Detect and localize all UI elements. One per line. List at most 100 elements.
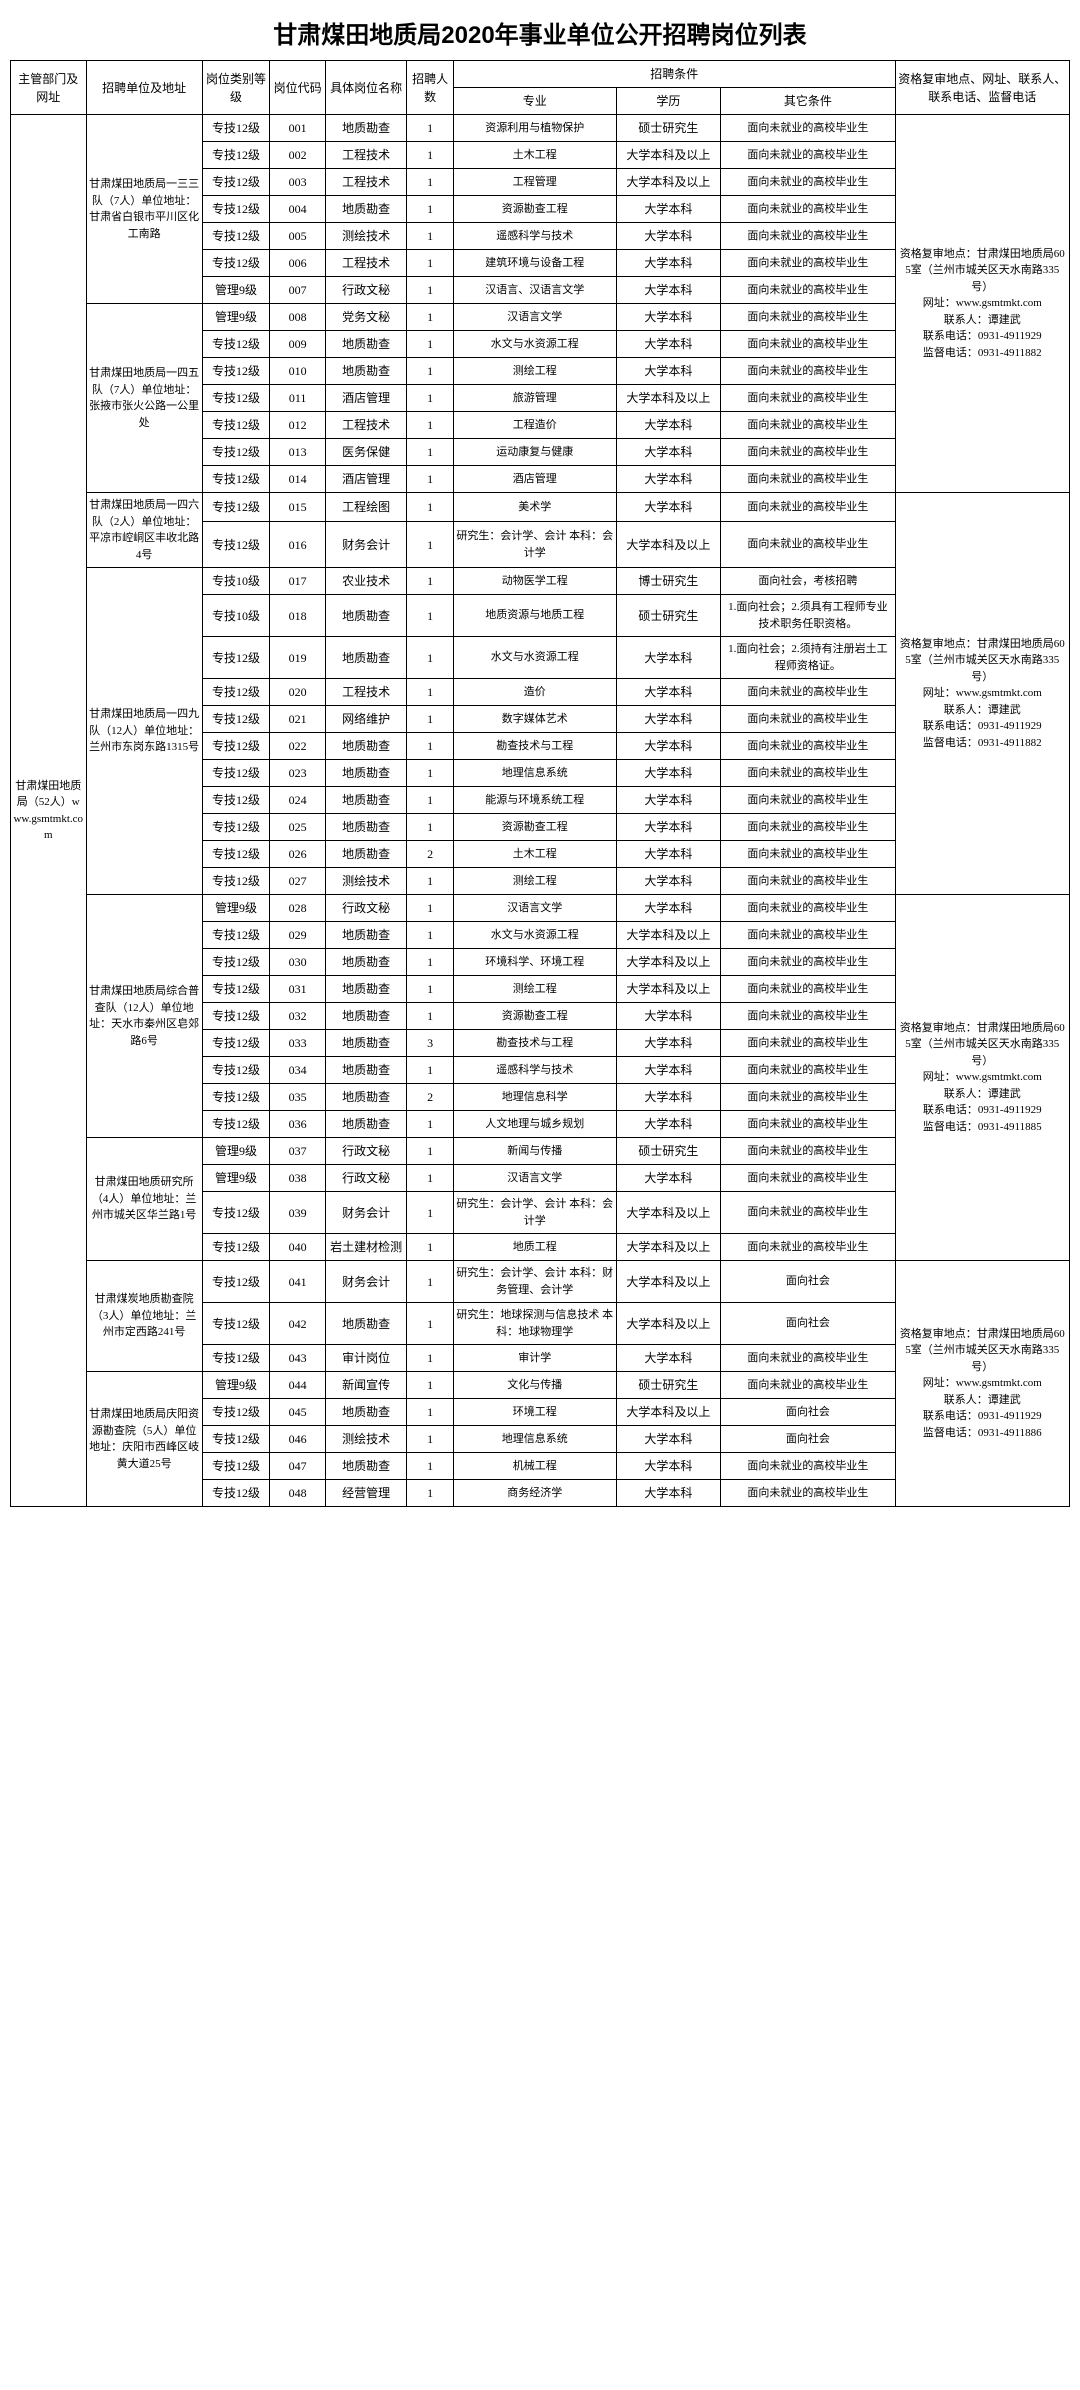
- data-cell: 041: [270, 1261, 326, 1303]
- data-cell: 测绘技术: [326, 223, 407, 250]
- unit-cell: 甘肃煤田地质局一四五队（7人）单位地址：张掖市张火公路一公里处: [86, 304, 202, 493]
- data-cell: 1: [407, 1303, 453, 1345]
- data-cell: 1: [407, 568, 453, 595]
- data-cell: 专技12级: [202, 331, 269, 358]
- data-cell: 1: [407, 115, 453, 142]
- data-cell: 水文与水资源工程: [453, 331, 616, 358]
- data-cell: 面向未就业的高校毕业生: [721, 976, 895, 1003]
- data-cell: 大学本科及以上: [616, 1234, 721, 1261]
- data-cell: 1: [407, 223, 453, 250]
- data-cell: 环境工程: [453, 1399, 616, 1426]
- data-cell: 地质勘查: [326, 787, 407, 814]
- data-cell: 硕士研究生: [616, 1372, 721, 1399]
- data-cell: 034: [270, 1057, 326, 1084]
- data-cell: 004: [270, 196, 326, 223]
- data-cell: 面向未就业的高校毕业生: [721, 814, 895, 841]
- data-cell: 地质勘查: [326, 637, 407, 679]
- data-cell: 面向未就业的高校毕业生: [721, 196, 895, 223]
- data-cell: 大学本科: [616, 1057, 721, 1084]
- data-cell: 1: [407, 466, 453, 493]
- data-cell: 地质勘查: [326, 733, 407, 760]
- data-cell: 党务文秘: [326, 304, 407, 331]
- th-major: 专业: [453, 88, 616, 115]
- data-cell: 地质勘查: [326, 976, 407, 1003]
- data-cell: 专技12级: [202, 637, 269, 679]
- data-cell: 专技10级: [202, 568, 269, 595]
- data-cell: 工程技术: [326, 250, 407, 277]
- data-cell: 面向未就业的高校毕业生: [721, 142, 895, 169]
- data-cell: 大学本科: [616, 868, 721, 895]
- data-cell: 专技12级: [202, 1480, 269, 1507]
- data-cell: 研究生：会计学、会计 本科：会计学: [453, 522, 616, 568]
- table-row: 甘肃煤炭地质勘查院（3人）单位地址：兰州市定西路241号专技12级041财务会计…: [11, 1261, 1070, 1303]
- data-cell: 大学本科: [616, 841, 721, 868]
- data-cell: 1: [407, 922, 453, 949]
- data-cell: 专技12级: [202, 223, 269, 250]
- data-cell: 研究生：地球探测与信息技术 本科：地球物理学: [453, 1303, 616, 1345]
- data-cell: 审计岗位: [326, 1345, 407, 1372]
- data-cell: 地质勘查: [326, 1084, 407, 1111]
- data-cell: 017: [270, 568, 326, 595]
- data-cell: 汉语言文学: [453, 1165, 616, 1192]
- data-cell: 测绘工程: [453, 976, 616, 1003]
- data-cell: 面向未就业的高校毕业生: [721, 493, 895, 522]
- data-cell: 商务经济学: [453, 1480, 616, 1507]
- data-cell: 机械工程: [453, 1453, 616, 1480]
- data-cell: 1: [407, 1165, 453, 1192]
- data-cell: 地质勘查: [326, 196, 407, 223]
- data-cell: 财务会计: [326, 1192, 407, 1234]
- data-cell: 面向社会: [721, 1399, 895, 1426]
- data-cell: 专技12级: [202, 868, 269, 895]
- data-cell: 019: [270, 637, 326, 679]
- data-cell: 地质勘查: [326, 1303, 407, 1345]
- data-cell: 财务会计: [326, 1261, 407, 1303]
- data-cell: 024: [270, 787, 326, 814]
- data-cell: 地质勘查: [326, 1003, 407, 1030]
- data-cell: 硕士研究生: [616, 1138, 721, 1165]
- data-cell: 009: [270, 331, 326, 358]
- data-cell: 大学本科: [616, 760, 721, 787]
- data-cell: 经营管理: [326, 1480, 407, 1507]
- data-cell: 专技12级: [202, 1234, 269, 1261]
- data-cell: 048: [270, 1480, 326, 1507]
- data-cell: 1.面向社会；2.须持有注册岩土工程师资格证。: [721, 637, 895, 679]
- data-cell: 1: [407, 895, 453, 922]
- data-cell: 1: [407, 142, 453, 169]
- data-cell: 专技12级: [202, 1261, 269, 1303]
- data-cell: 面向未就业的高校毕业生: [721, 841, 895, 868]
- data-cell: 大学本科: [616, 1111, 721, 1138]
- data-cell: 大学本科: [616, 196, 721, 223]
- data-cell: 044: [270, 1372, 326, 1399]
- data-cell: 面向未就业的高校毕业生: [721, 1003, 895, 1030]
- data-cell: 011: [270, 385, 326, 412]
- data-cell: 工程技术: [326, 412, 407, 439]
- th-cond: 招聘条件: [453, 61, 895, 88]
- data-cell: 029: [270, 922, 326, 949]
- data-cell: 地质勘查: [326, 949, 407, 976]
- unit-cell: 甘肃煤田地质局一四六队（2人）单位地址：平凉市崆峒区丰收北路4号: [86, 493, 202, 568]
- data-cell: 1: [407, 412, 453, 439]
- data-cell: 网络维护: [326, 706, 407, 733]
- data-cell: 面向未就业的高校毕业生: [721, 331, 895, 358]
- data-cell: 工程技术: [326, 169, 407, 196]
- data-cell: 1: [407, 1399, 453, 1426]
- data-cell: 面向未就业的高校毕业生: [721, 304, 895, 331]
- data-cell: 046: [270, 1426, 326, 1453]
- data-cell: 地质资源与地质工程: [453, 595, 616, 637]
- data-cell: 建筑环境与设备工程: [453, 250, 616, 277]
- data-cell: 测绘技术: [326, 1426, 407, 1453]
- data-cell: 造价: [453, 679, 616, 706]
- data-cell: 专技12级: [202, 1399, 269, 1426]
- data-cell: 047: [270, 1453, 326, 1480]
- data-cell: 1: [407, 760, 453, 787]
- data-cell: 文化与传播: [453, 1372, 616, 1399]
- data-cell: 1: [407, 439, 453, 466]
- data-cell: 1: [407, 814, 453, 841]
- data-cell: 面向未就业的高校毕业生: [721, 1234, 895, 1261]
- data-cell: 专技12级: [202, 1453, 269, 1480]
- contact-cell: 资格复审地点：甘肃煤田地质局605室（兰州市城关区天水南路335号） 网址：ww…: [895, 493, 1069, 895]
- data-cell: 1: [407, 706, 453, 733]
- data-cell: 新闻与传播: [453, 1138, 616, 1165]
- data-cell: 1: [407, 277, 453, 304]
- data-cell: 1: [407, 1138, 453, 1165]
